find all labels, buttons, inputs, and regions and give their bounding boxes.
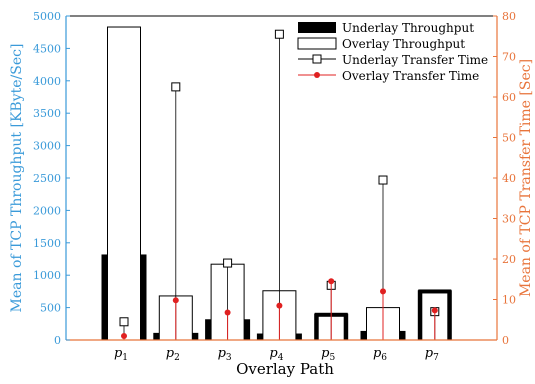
legend-marker-overlay-transfer [314, 72, 320, 78]
x-axis-title: Overlay Path [236, 360, 334, 378]
overlay-transfer-marker-p5 [328, 278, 335, 285]
left-tick-label-2000: 2000 [33, 204, 61, 217]
right-tick-label-30: 30 [502, 213, 516, 226]
left-tick-label-1000: 1000 [33, 269, 61, 282]
underlay-throughput-bar-right-p3 [244, 319, 251, 340]
legend-label-underlay-transfer-time: Underlay Transfer Time [342, 53, 488, 67]
right-tick-label-70: 70 [502, 51, 516, 64]
right-tick-label-60: 60 [502, 91, 516, 104]
left-tick-label-5000: 5000 [33, 10, 61, 23]
underlay-throughput-bar-left-p1 [101, 254, 108, 340]
underlay-transfer-marker-p4 [274, 29, 284, 39]
left-tick-label-1500: 1500 [33, 237, 61, 250]
underlay-throughput-bar-right-p4 [295, 333, 302, 340]
overlay-throughput-bar-p1 [107, 26, 141, 341]
x-tick-label-p4: p4 [269, 346, 283, 363]
underlay-transfer-marker-p6 [378, 175, 388, 185]
right-tick-label-20: 20 [502, 253, 516, 266]
legend-swatch-overlay-throughput [297, 37, 337, 50]
right-tick-label-10: 10 [502, 294, 516, 307]
x-tick-label-p1: p1 [114, 346, 128, 363]
right-tick-label-50: 50 [502, 132, 516, 145]
legend-label-overlay-transfer-time: Overlay Transfer Time [342, 69, 479, 83]
underlay-transfer-marker-p1 [119, 317, 129, 327]
underlay-throughput-bar-right-p6 [399, 330, 406, 340]
x-tick-label-p3: p3 [218, 346, 232, 363]
left-tick-label-3000: 3000 [33, 140, 61, 153]
overlay-transfer-marker-p4 [276, 302, 283, 309]
legend: Underlay Throughput Overlay Throughput Und… [297, 21, 488, 83]
left-tick-label-500: 500 [40, 302, 61, 315]
legend-marker-underlay-transfer [312, 54, 322, 64]
left-tick-label-2500: 2500 [33, 172, 61, 185]
right-tick-label-40: 40 [502, 172, 516, 185]
left-tick-label-3500: 3500 [33, 107, 61, 120]
right-tick-label-80: 80 [502, 10, 516, 23]
underlay-throughput-bar-left-p3 [205, 319, 212, 340]
legend-label-overlay-throughput: Overlay Throughput [342, 37, 465, 51]
underlay-transfer-marker-p2 [171, 82, 181, 92]
ticks-layer: p1 p2 p3 p4 p5 p6 p705001000150020002500300035… [33, 10, 516, 363]
left-y-axis-title: Mean of TCP Throughput [KByte/Sec] [9, 44, 25, 313]
overlay-transfer-marker-p3 [224, 309, 231, 316]
stems-layer [119, 29, 440, 340]
underlay-throughput-bar-left-p4 [256, 333, 263, 340]
overlay-transfer-marker-p6 [380, 288, 386, 295]
x-tick-label-p6: p6 [373, 346, 387, 363]
left-tick-label-0: 0 [54, 334, 61, 347]
legend-swatch-underlay-throughput [298, 22, 336, 33]
underlay-throughput-bar-right-p2 [192, 332, 199, 340]
underlay-throughput-bar-left-p2 [153, 332, 160, 340]
left-tick-label-4500: 4500 [33, 42, 61, 55]
right-y-axis-title: Mean of TCP Transfer Time [Sec] [518, 59, 534, 297]
left-tick-label-4000: 4000 [33, 75, 61, 88]
underlay-throughput-bar-right-p1 [140, 254, 147, 340]
underlay-throughput-bar-left-p6 [360, 330, 367, 340]
x-tick-label-p5: p5 [321, 346, 335, 363]
right-tick-label-0: 0 [502, 334, 509, 347]
overlay-transfer-marker-p1 [121, 332, 127, 339]
underlay-transfer-marker-p3 [223, 258, 233, 268]
x-tick-label-p2: p2 [166, 346, 180, 363]
overlay-transfer-marker-p2 [172, 297, 179, 304]
x-tick-label-p7: p7 [425, 346, 439, 363]
overlay-transfer-marker-p7 [431, 307, 438, 314]
legend-label-underlay-throughput: Underlay Throughput [342, 21, 474, 35]
